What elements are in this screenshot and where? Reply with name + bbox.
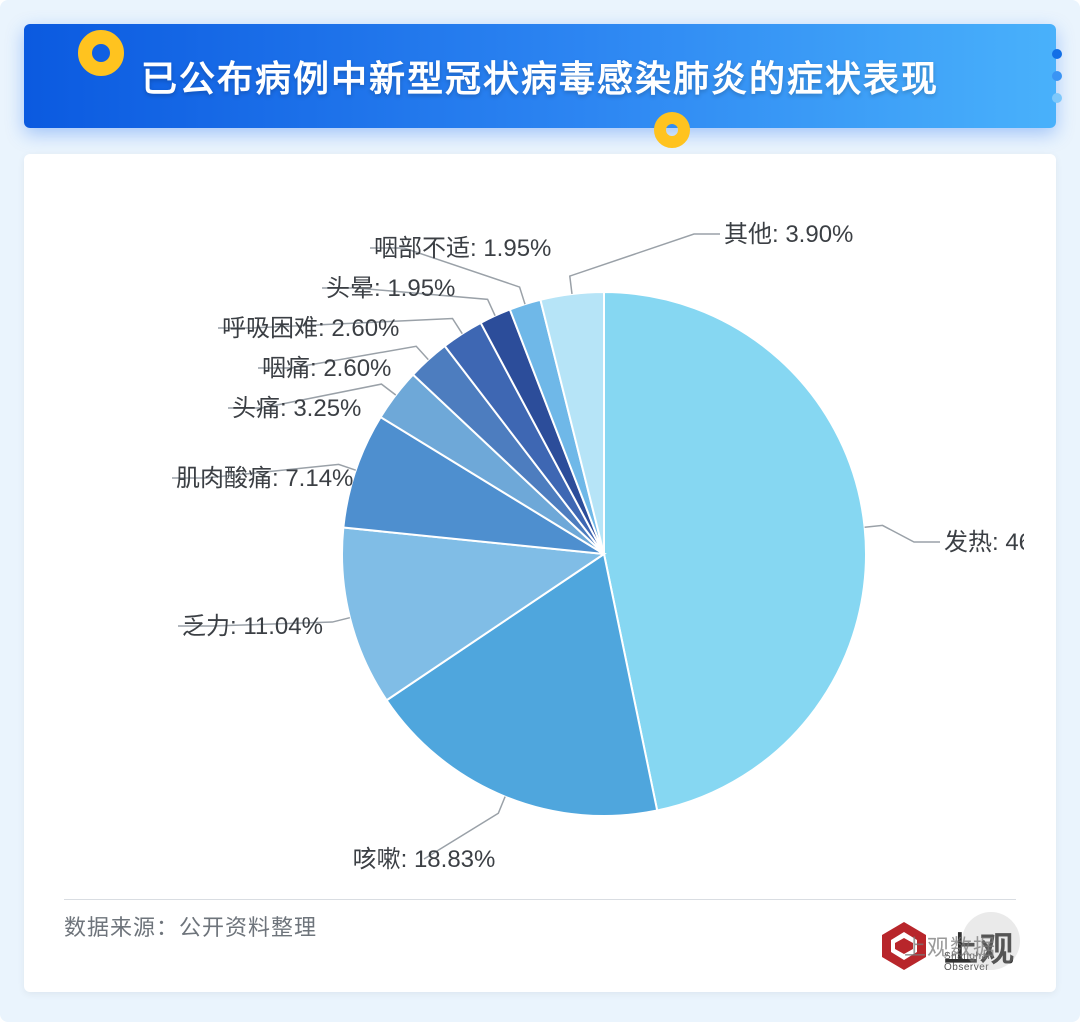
slice-label-咽部不适: 咽部不适: 1.95% (374, 235, 551, 262)
dot-1 (1052, 49, 1062, 59)
slice-label-头晕: 头晕: 1.95% (326, 275, 455, 302)
ring-decoration-top-left (78, 30, 124, 76)
slice-label-咳嗽: 咳嗽: 18.83% (353, 846, 496, 873)
slice-label-咽痛: 咽痛: 2.60% (262, 355, 391, 382)
leader-line (570, 234, 720, 294)
footer-divider (64, 899, 1016, 900)
slice-label-头痛: 头痛: 3.25% (232, 395, 361, 422)
ring-decoration-bottom (654, 112, 690, 148)
slice-label-乏力: 乏力: 11.04% (182, 613, 323, 640)
canvas-outer: 已公布病例中新型冠状病毒感染肺炎的症状表现 发热: 46.75% 咳嗽: 18.8… (0, 0, 1080, 1022)
chart-area: 发热: 46.75%咳嗽: 18.83%乏力: 11.04%肌肉酸痛: 7.14… (64, 174, 1016, 874)
logo-icon (876, 918, 932, 974)
chart-title: 已公布病例中新型冠状病毒感染肺炎的症状表现 (141, 50, 939, 102)
header-banner: 已公布病例中新型冠状病毒感染肺炎的症状表现 (24, 24, 1056, 128)
data-source-label: 数据来源：公开资料整理 (64, 910, 317, 942)
slice-label-呼吸困难: 呼吸困难: 2.60% (222, 315, 399, 342)
slice-label-其他: 其他: 3.90% (724, 221, 853, 248)
dot-3 (1052, 93, 1062, 103)
slice-label-发热: 发热: 46.75% (944, 529, 1024, 556)
side-dots (1052, 49, 1062, 103)
pie-chart: 发热: 46.75% 咳嗽: 18.83% 乏力: 11.04% 肌肉酸痛: 7.14… (64, 174, 1024, 894)
logo-text-en: Shanghai Observer (944, 951, 1016, 973)
leader-line (865, 525, 940, 542)
dot-2 (1052, 71, 1062, 81)
pie-slice-发热 (604, 292, 866, 811)
slice-label-肌肉酸痛: 肌肉酸痛: 7.14% (176, 465, 353, 492)
publisher-logo: 上观 Shanghai Observer (876, 918, 1016, 974)
chart-card: 发热: 46.75% 咳嗽: 18.83% 乏力: 11.04% 肌肉酸痛: 7.14… (24, 154, 1056, 992)
